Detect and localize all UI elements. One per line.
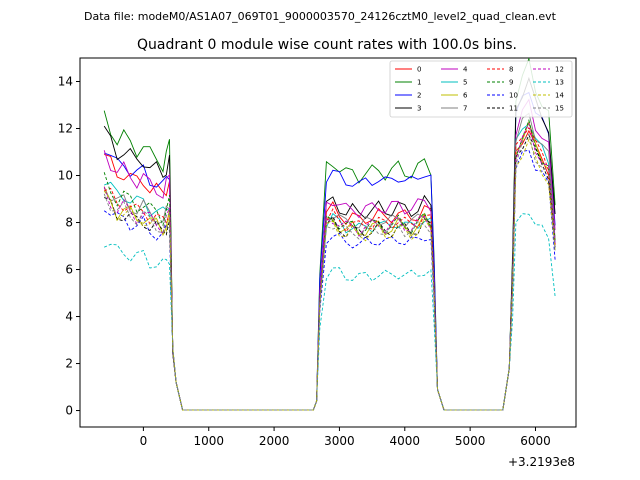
x-tick-label-5000: 5000	[455, 434, 486, 448]
chart-title: Quadrant 0 module wise count rates with …	[137, 37, 517, 53]
y-tick-label-8: 8	[65, 216, 73, 230]
legend-label-12: 12	[555, 66, 564, 74]
y-tick-label-14: 14	[58, 75, 73, 89]
series-line-14	[103, 138, 556, 411]
x-tick-label-0: 0	[140, 434, 148, 448]
legend-label-15: 15	[555, 105, 564, 113]
y-tick-label-4: 4	[65, 310, 73, 324]
plot-area: 0 1000 2000 3000 4000 5000 6000024681012140123…	[58, 57, 577, 448]
legend-label-11: 11	[509, 105, 518, 113]
y-tick-label-6: 6	[65, 263, 73, 277]
x-tick-label-3000: 3000	[324, 434, 355, 448]
legend-label-10: 10	[509, 92, 518, 100]
x-tick-label-6000: 6000	[520, 434, 551, 448]
x-tick-label-1000: 1000	[193, 434, 224, 448]
legend-label-8: 8	[509, 66, 513, 74]
legend-label-0: 0	[417, 66, 421, 74]
x-axis-offset-label: +3.2193e8	[508, 455, 575, 469]
series-line-15	[103, 133, 556, 411]
legend-box	[389, 60, 573, 118]
x-tick-label-4000: 4000	[390, 434, 421, 448]
y-tick-label-10: 10	[58, 169, 73, 183]
axes-frame	[79, 57, 577, 428]
legend-label-9: 9	[509, 79, 513, 87]
legend-label-6: 6	[463, 92, 468, 100]
legend-label-14: 14	[555, 92, 564, 100]
legend-label-4: 4	[463, 66, 468, 74]
legend-label-5: 5	[463, 79, 467, 87]
y-tick-label-2: 2	[65, 357, 73, 371]
legend-label-1: 1	[417, 79, 421, 87]
chart-suptitle: Data file: modeM0/AS1A07_069T01_90000035…	[84, 10, 557, 23]
series-lines	[103, 58, 556, 411]
legend-label-13: 13	[555, 79, 564, 87]
y-tick-label-12: 12	[58, 122, 73, 136]
x-tick-label-2000: 2000	[259, 434, 290, 448]
y-tick-label-0: 0	[65, 404, 73, 418]
legend-label-7: 7	[463, 105, 467, 113]
legend-label-2: 2	[417, 92, 421, 100]
legend-label-3: 3	[417, 105, 421, 113]
